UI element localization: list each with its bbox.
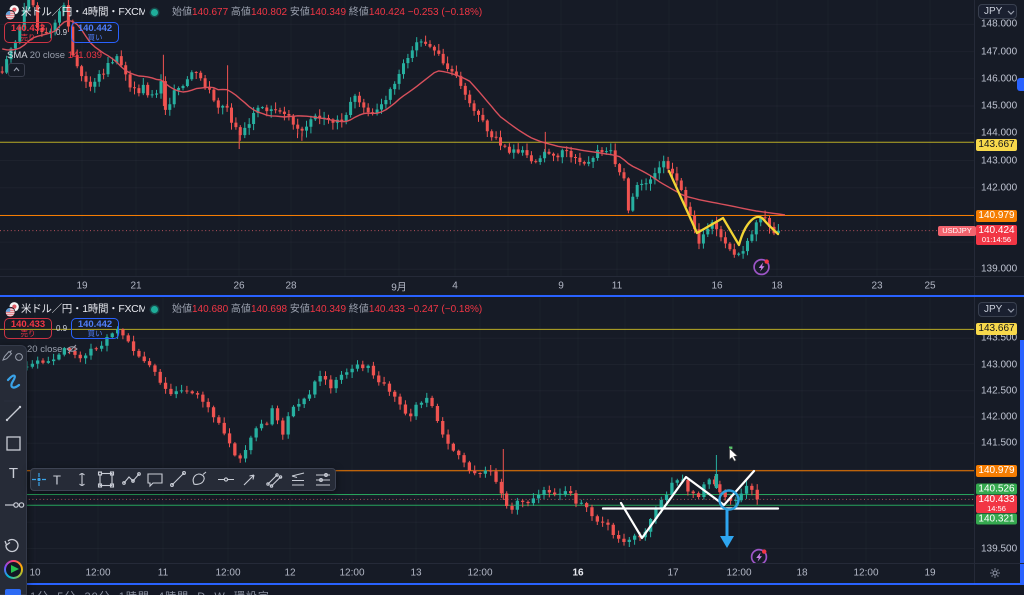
svg-text:T: T: [53, 473, 61, 488]
svg-text:T: T: [9, 465, 18, 482]
